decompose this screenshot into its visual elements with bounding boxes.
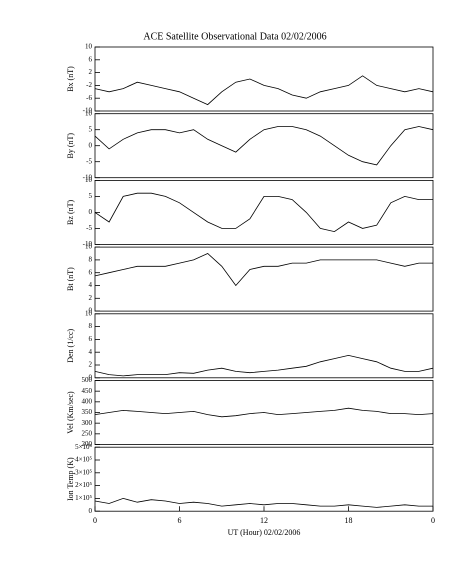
panel-frame bbox=[94, 46, 434, 112]
y-tick-label: 10 bbox=[85, 309, 93, 317]
y-tick-label: 0 bbox=[89, 307, 93, 315]
y-tick-label: 450 bbox=[82, 387, 93, 395]
y-tick-label: 5 bbox=[89, 125, 93, 133]
y-tick-label: 4 bbox=[89, 348, 93, 356]
y-tick-label: -5 bbox=[86, 224, 92, 232]
y-tick-label: 0 bbox=[89, 507, 93, 515]
y-tick-label: 8 bbox=[89, 256, 93, 264]
y-axis-label: Vel (Km/sec) bbox=[66, 391, 75, 434]
y-tick-label: 400 bbox=[82, 397, 93, 405]
y-axis-label: By (nT) bbox=[66, 133, 75, 159]
y-tick-label: 2 bbox=[89, 361, 93, 369]
data-line bbox=[94, 407, 434, 418]
y-tick-label: 5×10⁵ bbox=[75, 443, 92, 451]
x-tick-label: 0 bbox=[431, 516, 435, 525]
x-tick-label: 18 bbox=[345, 516, 353, 525]
y-tick-label: -2 bbox=[86, 81, 92, 89]
y-tick-label: 10 bbox=[85, 43, 93, 51]
y-tick-label: 200 bbox=[82, 440, 93, 448]
y-tick-label: -6 bbox=[86, 94, 92, 102]
panel-frame bbox=[94, 246, 434, 312]
y-tick-label: 2 bbox=[89, 68, 93, 76]
panel-frame bbox=[94, 313, 434, 379]
data-line bbox=[94, 497, 433, 508]
y-tick-label: 5 bbox=[89, 192, 93, 200]
y-tick-label: -10 bbox=[83, 173, 93, 181]
y-tick-label: 500 bbox=[82, 376, 93, 384]
y-tick-label: 350 bbox=[82, 408, 93, 416]
y-tick-label: 0 bbox=[89, 373, 93, 381]
y-tick-label: 1×10⁵ bbox=[75, 494, 92, 502]
y-axis-label: Bt (nT) bbox=[66, 267, 75, 291]
y-tick-label: 8 bbox=[89, 322, 93, 330]
x-tick-label: 6 bbox=[178, 516, 182, 525]
data-line bbox=[94, 75, 434, 106]
y-tick-label: 4×10⁵ bbox=[75, 456, 92, 464]
x-axis-label: UT (Hour) 02/02/2006 bbox=[228, 528, 301, 537]
y-tick-label: 10 bbox=[85, 243, 93, 251]
panel-frame bbox=[94, 446, 434, 512]
y-tick-label: 10 bbox=[85, 176, 93, 184]
y-tick-label: 6 bbox=[89, 55, 93, 63]
x-tick-label: 0 bbox=[93, 516, 97, 525]
y-tick-label: 2×10⁵ bbox=[75, 481, 92, 489]
y-axis-label: Bz (nT) bbox=[66, 200, 75, 225]
y-tick-label: 6 bbox=[89, 335, 93, 343]
y-axis-label: Ion Temp (K) bbox=[66, 457, 75, 501]
y-tick-label: 250 bbox=[82, 429, 93, 437]
data-line bbox=[94, 126, 434, 166]
y-tick-label: 2 bbox=[89, 294, 93, 302]
panel-frame bbox=[94, 179, 434, 245]
data-line bbox=[94, 354, 434, 377]
x-tick-label: 12 bbox=[260, 516, 268, 525]
data-line bbox=[94, 192, 433, 233]
y-tick-label: 0 bbox=[89, 141, 93, 149]
y-tick-label: 3×10⁵ bbox=[75, 468, 92, 476]
y-axis-label: Bx (nT) bbox=[66, 66, 75, 92]
y-tick-label: -10 bbox=[83, 240, 93, 248]
y-tick-label: 0 bbox=[89, 208, 93, 216]
y-tick-label: 300 bbox=[82, 419, 93, 427]
y-axis-label: Den (1/cc) bbox=[66, 328, 75, 362]
y-tick-label: 4 bbox=[89, 281, 93, 289]
chart-title: ACE Satellite Observational Data 02/02/2… bbox=[143, 31, 326, 42]
panel-frame bbox=[94, 113, 434, 179]
y-tick-label: -5 bbox=[86, 157, 92, 165]
y-tick-label: -10 bbox=[83, 107, 93, 115]
y-tick-label: 10 bbox=[85, 109, 93, 117]
data-line bbox=[94, 253, 433, 287]
y-tick-label: 6 bbox=[89, 268, 93, 276]
